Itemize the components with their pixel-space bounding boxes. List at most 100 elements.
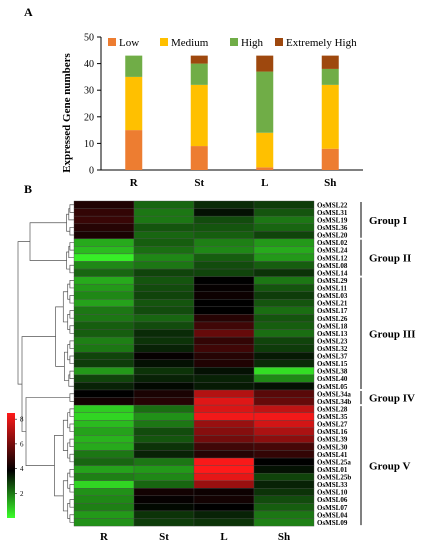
heatmap-cell — [193, 291, 255, 300]
group-label: Group IV — [369, 393, 415, 405]
gene-label: OsMSL12 — [317, 254, 348, 262]
heatmap-cell — [133, 510, 195, 519]
heatmap-cell — [133, 223, 195, 232]
dendrogram-branch — [69, 242, 74, 251]
bar-segment — [125, 76, 143, 131]
heatmap-cell — [73, 336, 135, 345]
heatmap-column-label: L — [220, 531, 227, 543]
heatmap-cell — [193, 223, 255, 232]
heatmap-cell — [193, 276, 255, 285]
group-label: Group I — [369, 215, 407, 227]
gene-label: OsMSL02 — [317, 239, 348, 247]
gene-label: OsMSL39 — [317, 436, 348, 444]
bar-segment — [190, 63, 208, 85]
bar-segment — [256, 55, 274, 72]
x-category-label: St — [194, 177, 204, 189]
heatmap-cell — [73, 472, 135, 481]
bar-segment — [190, 55, 208, 64]
heatmap-cell — [193, 503, 255, 512]
heatmap-cell — [133, 321, 195, 330]
heatmap-cell — [193, 261, 255, 270]
heatmap-cell — [193, 336, 255, 345]
scale-tick-label: 8 — [20, 416, 24, 424]
gene-label: OsMSL03 — [317, 292, 348, 300]
gene-label: OsMSL09 — [317, 519, 348, 527]
heatmap-cell — [133, 336, 195, 345]
heatmap-cell — [253, 306, 315, 315]
heatmap-cell — [253, 427, 315, 436]
gene-label: OsMSL37 — [317, 353, 348, 361]
heatmap-cell — [73, 435, 135, 444]
heatmap-cell — [73, 299, 135, 308]
y-tick-label: 10 — [84, 139, 94, 150]
heatmap-cell — [73, 480, 135, 489]
gene-label: OsMSL31 — [317, 209, 348, 217]
heatmap-cell — [133, 412, 195, 421]
scale-tick-label: 6 — [20, 440, 24, 448]
heatmap-cell — [193, 306, 255, 315]
heatmap-cell — [73, 238, 135, 247]
heatmap-cell — [73, 397, 135, 406]
heatmap-cell — [133, 518, 195, 527]
group-brackets: Group I Group II Group III Group IV Group V — [360, 202, 416, 526]
gene-label: OsMSL17 — [317, 307, 348, 315]
heatmap-cell — [253, 510, 315, 519]
heatmap-cell — [133, 450, 195, 459]
heatmap-cell — [253, 283, 315, 292]
heatmap-cell — [193, 314, 255, 323]
heatmap-cell — [193, 374, 255, 383]
dendrogram-branch — [69, 423, 74, 432]
bar-segment — [256, 167, 274, 170]
heatmap-cell — [73, 329, 135, 338]
heatmap-column-label: R — [100, 531, 109, 543]
heatmap-cell — [253, 465, 315, 474]
gene-label: OsMSL23 — [317, 337, 348, 345]
dendrogram-branch — [17, 241, 30, 385]
heatmap-cell — [133, 299, 195, 308]
heatmap-cell — [73, 442, 135, 451]
heatmap-cell — [73, 215, 135, 224]
heatmap-column-label: St — [159, 531, 169, 543]
gene-label: OsMSL30 — [317, 443, 348, 451]
gene-label: OsMSL10 — [317, 489, 348, 497]
y-tick-label: 20 — [84, 112, 94, 123]
dendrogram-branch — [66, 251, 70, 270]
gene-label: OsMSL38 — [317, 368, 348, 376]
dendrogram-branch — [69, 438, 74, 448]
dendrogram-branch — [69, 280, 74, 289]
heatmap-cell — [253, 329, 315, 338]
gene-label: OsMSL41 — [317, 451, 348, 459]
heatmap-cell — [133, 329, 195, 338]
heatmap-cell — [253, 208, 315, 217]
heatmap-cell — [73, 382, 135, 391]
heatmap-cell — [133, 253, 195, 262]
heatmap-cell — [133, 397, 195, 406]
heatmap-cell — [133, 374, 195, 383]
heatmap-column-label: Sh — [278, 531, 290, 543]
heatmap-cell — [193, 412, 255, 421]
gene-label: OsMSL13 — [317, 330, 348, 338]
panel-a-label: A — [24, 5, 33, 19]
scale-tick-label: 2 — [20, 490, 24, 498]
heatmap-cell — [133, 261, 195, 270]
heatmap-cell — [133, 352, 195, 360]
heatmap-cell — [133, 488, 195, 497]
dendrogram-branch — [69, 310, 74, 319]
gene-label: OsMSL01 — [317, 466, 348, 474]
heatmap-cell — [73, 420, 135, 428]
dendrogram-branch — [62, 291, 68, 323]
heatmap-cell — [253, 503, 315, 512]
heatmap-cell — [73, 495, 135, 504]
heatmap-cell — [253, 435, 315, 444]
heatmap-cell — [253, 404, 315, 413]
heatmap-cell — [73, 268, 135, 277]
heatmap-cell — [253, 246, 315, 255]
heatmap-cell — [133, 457, 195, 466]
heatmap-cell — [73, 503, 135, 512]
heatmap-cell — [133, 215, 195, 224]
heatmap-cell — [253, 518, 315, 527]
heatmap-cell — [193, 283, 255, 292]
heatmap-cell — [253, 276, 315, 285]
heatmap-cell — [193, 382, 255, 391]
bar-segment — [321, 84, 339, 149]
